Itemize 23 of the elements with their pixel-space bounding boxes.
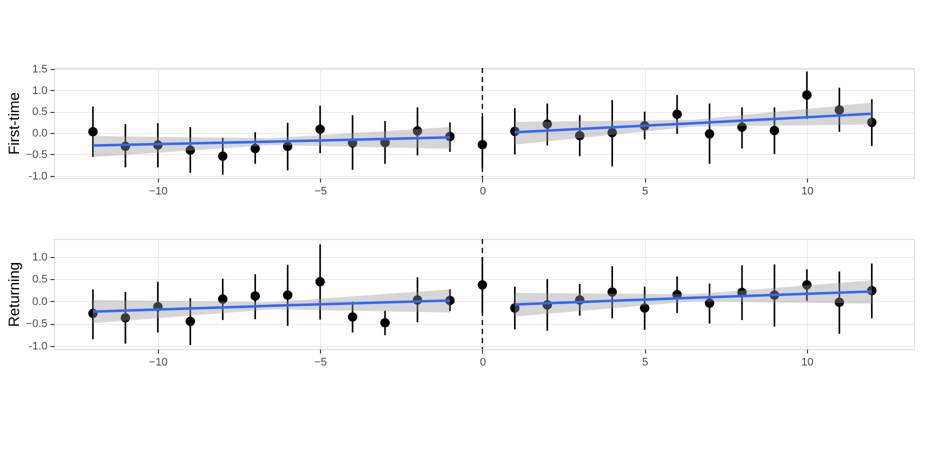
y-axis-title: Returning: [6, 262, 23, 328]
y-tick-label: 1.0: [32, 84, 48, 97]
y-tick-label: -1.0: [28, 170, 48, 182]
y-tick-label: -1.0: [28, 340, 48, 352]
x-tick-label: −10: [149, 186, 168, 198]
x-tick-label: 10: [801, 186, 814, 198]
y-tick-label: −0.5: [26, 148, 48, 161]
y-tick-label: 0.0: [32, 128, 48, 140]
x-tick-label: 0: [480, 186, 486, 198]
y-tick-label: 0.0: [32, 296, 48, 308]
y-tick-label: −0.5: [26, 318, 48, 330]
x-tick-label: −5: [314, 356, 327, 368]
x-tick-label: 5: [642, 356, 648, 368]
x-tick-label: −10: [149, 356, 168, 368]
y-tick-label: 1.5: [32, 63, 48, 76]
y-tick-label: 1.0: [32, 251, 48, 264]
y-axis-title: First-time: [6, 92, 23, 155]
y-tick-label: 0.5: [32, 106, 48, 118]
x-tick-label: 0: [480, 356, 486, 368]
x-tick-label: −5: [314, 186, 327, 198]
y-tick-label: 0.5: [32, 274, 48, 286]
x-tick-label: 5: [642, 186, 648, 198]
x-tick-label: 10: [801, 356, 814, 368]
